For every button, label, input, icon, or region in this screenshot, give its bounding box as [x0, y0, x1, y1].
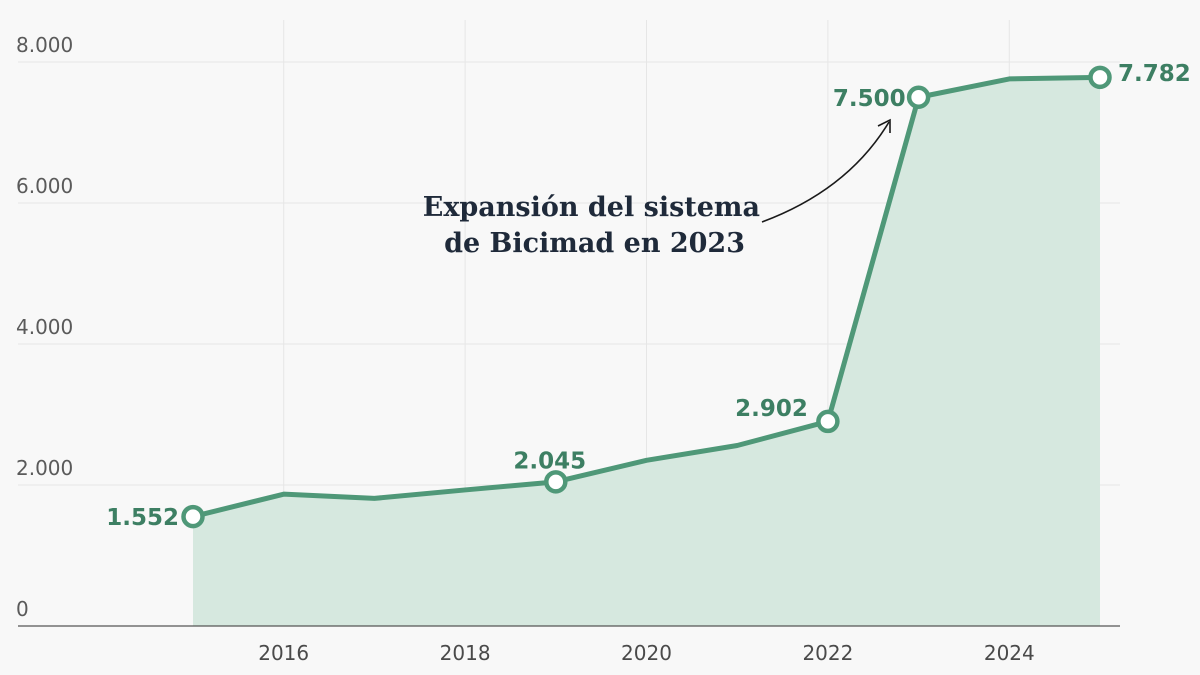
y-tick-label: 8.000 — [16, 33, 73, 57]
line-layer — [190, 74, 1103, 520]
data-label: 2.902 — [735, 396, 808, 422]
data-label: 7.782 — [1118, 61, 1191, 87]
x-axis-ticks: 2016 2018 2020 2022 2024 — [258, 641, 1035, 665]
data-point-marker — [816, 409, 840, 434]
data-point-marker — [544, 470, 568, 494]
x-tick-label: 2022 — [802, 641, 853, 665]
y-axis-ticks: 0 2.000 4.000 6.000 8.000 — [16, 33, 73, 621]
data-label: 1.552 — [106, 505, 179, 531]
annotation-arrowhead — [877, 118, 891, 133]
data-point-marker — [181, 504, 205, 529]
data-point-marker — [1088, 65, 1112, 90]
x-tick-label: 2018 — [440, 641, 491, 665]
series-area — [193, 77, 1100, 626]
data-label: 7.500 — [833, 86, 906, 112]
x-tick-label: 2020 — [621, 641, 672, 665]
annotation: Expansión del sistema de Bicimad en 2023 — [423, 118, 891, 259]
data-label: 2.045 — [513, 448, 586, 474]
y-tick-label: 0 — [16, 597, 29, 621]
x-tick-label: 2024 — [984, 641, 1035, 665]
annotation-arrow — [761, 121, 890, 223]
data-point-marker — [906, 85, 931, 109]
markers — [181, 65, 1112, 529]
data-labels: 1.552 2.045 2.902 7.500 7.782 — [106, 61, 1191, 531]
y-tick-label: 6.000 — [16, 174, 73, 198]
annotation-line-1: Expansión del sistema — [423, 192, 760, 223]
y-tick-label: 4.000 — [16, 315, 73, 339]
annotation-line-2: de Bicimad en 2023 — [444, 228, 745, 259]
x-tick-label: 2016 — [258, 641, 309, 665]
area-layer — [193, 77, 1100, 626]
series-line — [190, 74, 1103, 520]
y-tick-label: 2.000 — [16, 456, 73, 480]
